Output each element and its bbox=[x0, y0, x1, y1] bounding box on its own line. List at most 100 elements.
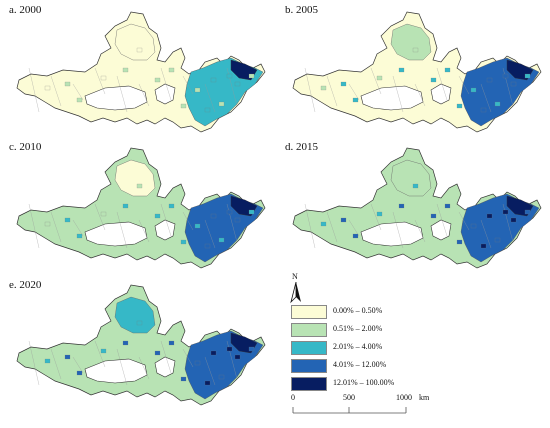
county-patch bbox=[226, 346, 233, 352]
legend-label: 0.00% – 0.50% bbox=[333, 306, 383, 315]
county-patch bbox=[44, 85, 51, 91]
county-boundary bbox=[326, 75, 338, 107]
county-patch bbox=[100, 211, 107, 217]
county-patch bbox=[154, 77, 161, 83]
county-patch bbox=[430, 77, 437, 83]
county-boundary bbox=[160, 67, 172, 101]
county-boundary bbox=[370, 67, 382, 95]
map-2005 bbox=[292, 11, 542, 133]
county-patch bbox=[100, 75, 107, 81]
legend-swatch bbox=[291, 341, 327, 355]
county-patch bbox=[100, 348, 107, 354]
county-patch bbox=[194, 87, 201, 93]
county-patch bbox=[470, 87, 477, 93]
north-arrow-icon bbox=[290, 282, 301, 304]
county-patch bbox=[444, 203, 451, 209]
county-patch bbox=[444, 67, 451, 73]
county-boundary bbox=[116, 75, 128, 113]
county-patch bbox=[340, 81, 347, 87]
county-boundary bbox=[72, 219, 84, 237]
region-hole bbox=[360, 85, 424, 111]
county-patch bbox=[320, 85, 327, 91]
scale-tick-1000: 1000 bbox=[396, 393, 412, 402]
county-patch bbox=[154, 213, 161, 219]
county-boundary bbox=[458, 211, 470, 231]
county-patch bbox=[352, 233, 359, 239]
county-patch bbox=[204, 107, 211, 113]
county-patch bbox=[226, 73, 233, 79]
region-hole bbox=[84, 85, 148, 111]
county-boundary bbox=[304, 203, 316, 249]
north-label: N bbox=[292, 272, 298, 281]
county-boundary bbox=[116, 211, 128, 249]
region-north bbox=[114, 296, 156, 334]
county-patch bbox=[486, 77, 493, 83]
county-patch bbox=[180, 103, 187, 109]
county-patch bbox=[136, 183, 143, 189]
region-hole bbox=[430, 219, 452, 241]
panel-label-2015: d. 2015 bbox=[285, 141, 318, 153]
county-patch bbox=[44, 221, 51, 227]
county-boundary bbox=[94, 340, 106, 368]
county-boundary bbox=[50, 348, 62, 380]
county-patch bbox=[122, 67, 129, 73]
county-boundary bbox=[392, 211, 404, 249]
region-hole bbox=[154, 83, 176, 105]
legend-label: 4.01% – 12.00% bbox=[333, 360, 387, 369]
county-boundary bbox=[414, 83, 426, 107]
county-patch bbox=[204, 380, 211, 386]
county-patch bbox=[456, 103, 463, 109]
county-patch bbox=[64, 354, 71, 360]
county-boundary bbox=[480, 83, 492, 113]
legend-swatch bbox=[291, 323, 327, 337]
county-boundary bbox=[204, 83, 216, 113]
county-patch bbox=[480, 107, 487, 113]
legend-label: 2.01% – 4.00% bbox=[333, 342, 383, 351]
county-patch bbox=[218, 374, 225, 380]
county-patch bbox=[248, 73, 255, 79]
county-patch bbox=[76, 233, 83, 239]
county-patch bbox=[320, 221, 327, 227]
county-patch bbox=[64, 217, 71, 223]
county-patch bbox=[456, 239, 463, 245]
scale-tick-500: 500 bbox=[343, 393, 355, 402]
county-boundary bbox=[204, 356, 216, 386]
county-patch bbox=[524, 73, 531, 79]
county-boundary bbox=[370, 203, 382, 231]
county-boundary bbox=[436, 203, 448, 237]
county-boundary bbox=[182, 211, 194, 231]
county-patch bbox=[376, 211, 383, 217]
county-boundary bbox=[28, 340, 40, 386]
county-patch bbox=[122, 203, 129, 209]
county-patch bbox=[194, 223, 201, 229]
panel-label-2020: e. 2020 bbox=[9, 279, 42, 291]
county-patch bbox=[204, 243, 211, 249]
legend-swatch bbox=[291, 305, 327, 319]
map-2000 bbox=[16, 11, 266, 133]
county-patch bbox=[480, 243, 487, 249]
county-patch bbox=[76, 370, 83, 376]
region-hole bbox=[154, 356, 176, 378]
county-boundary bbox=[28, 67, 40, 113]
county-patch bbox=[234, 217, 241, 223]
county-boundary bbox=[160, 203, 172, 237]
county-patch bbox=[210, 77, 217, 83]
legend-swatch bbox=[291, 359, 327, 373]
county-patch bbox=[494, 101, 501, 107]
legend-label: 12.01% – 100.00% bbox=[333, 378, 395, 387]
county-patch bbox=[234, 81, 241, 87]
region-north bbox=[390, 159, 432, 197]
county-patch bbox=[430, 213, 437, 219]
county-boundary bbox=[348, 219, 360, 237]
county-patch bbox=[180, 239, 187, 245]
north-arrow: N bbox=[289, 272, 303, 304]
county-patch bbox=[248, 209, 255, 215]
county-boundary bbox=[204, 219, 216, 249]
county-boundary bbox=[348, 83, 360, 101]
legend-label: 0.51% – 2.00% bbox=[333, 324, 383, 333]
scale-tick-0: 0 bbox=[291, 393, 295, 402]
map-2010 bbox=[16, 147, 266, 269]
county-patch bbox=[398, 67, 405, 73]
county-boundary bbox=[480, 219, 492, 249]
county-patch bbox=[136, 47, 143, 53]
